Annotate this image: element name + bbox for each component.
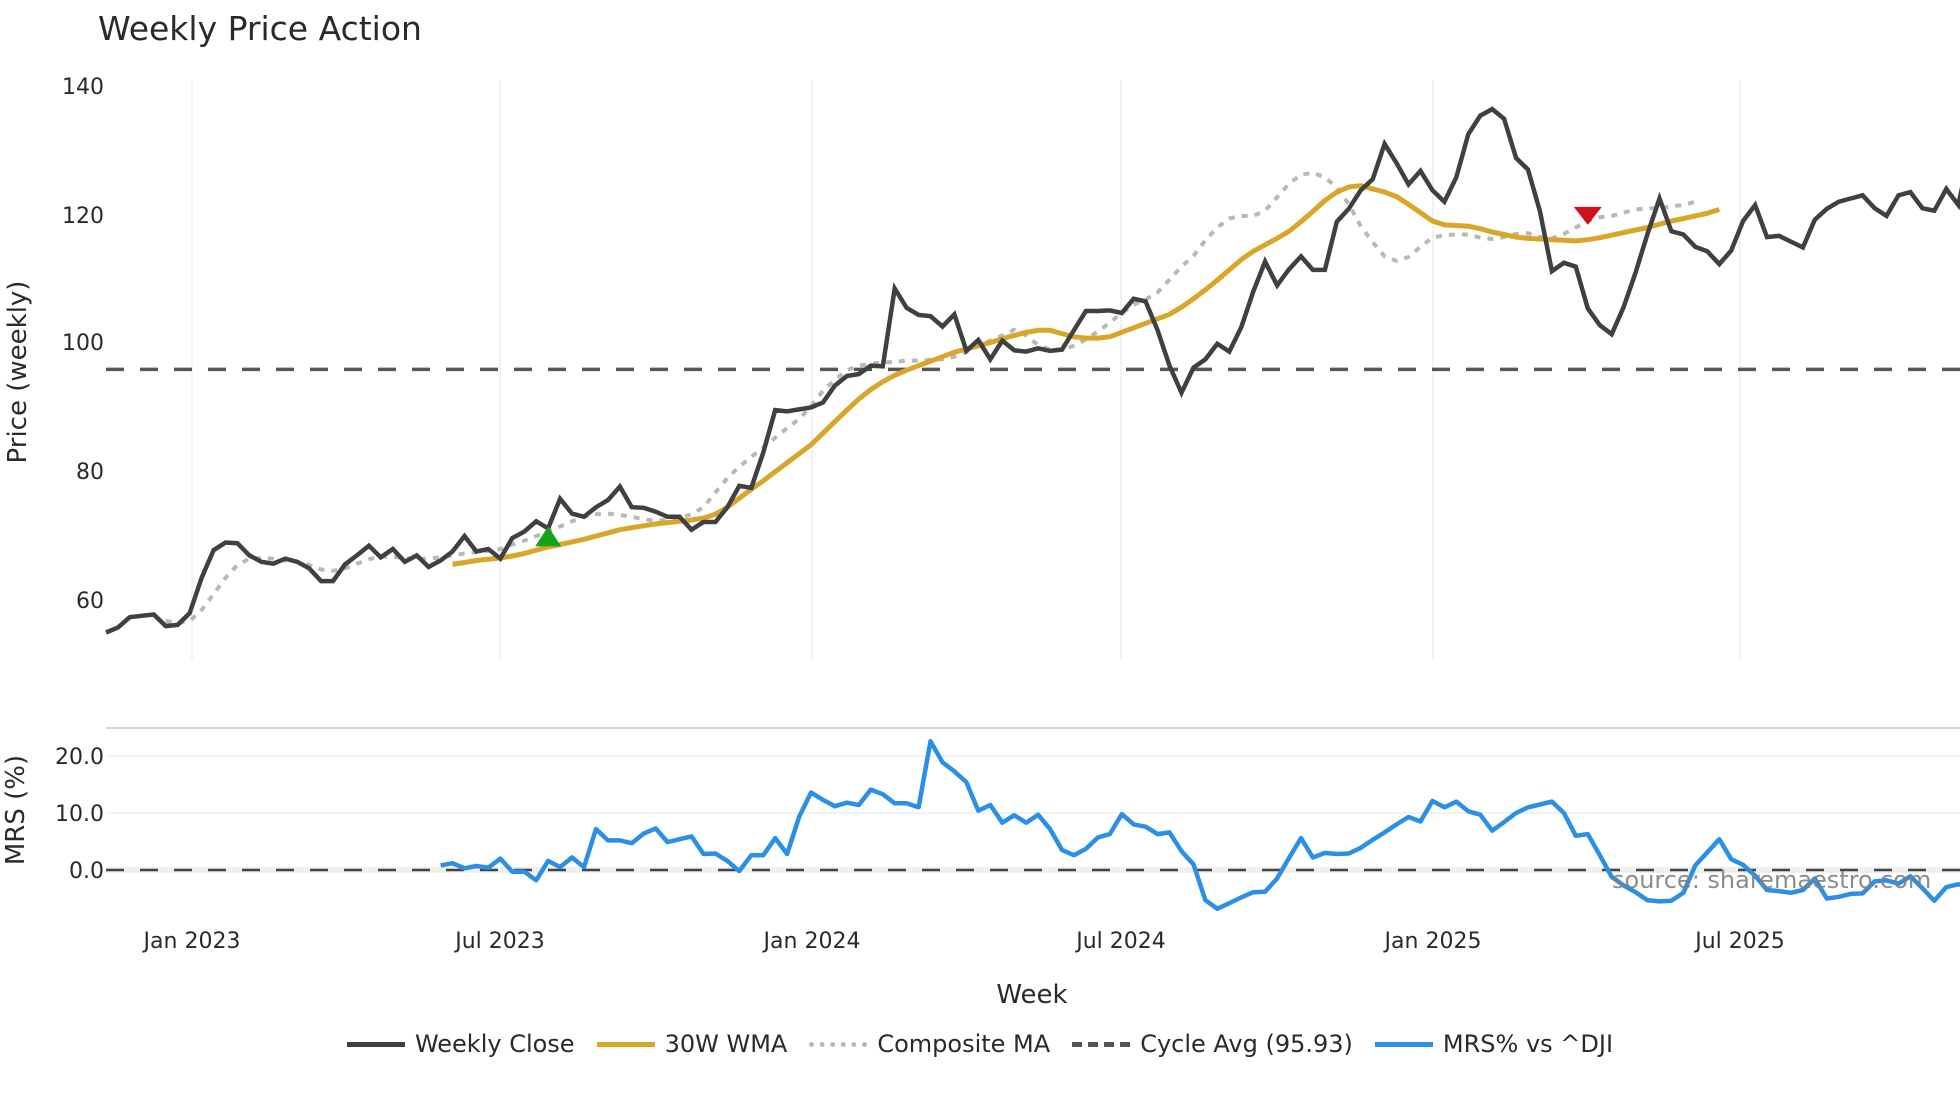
source-annotation: source: sharemaestro.com bbox=[1612, 866, 1932, 894]
legend-item-30w-wma[interactable]: 30W WMA bbox=[596, 1030, 788, 1058]
legend-label: Composite MA bbox=[877, 1030, 1051, 1058]
buy-signal-triangle-icon bbox=[535, 526, 562, 547]
mrs-y-axis-label: MRS (%) bbox=[1, 755, 31, 865]
x-tick-jan-2024: Jan 2024 bbox=[762, 929, 861, 954]
chart-title: Weekly Price Action bbox=[98, 9, 422, 48]
legend-label: Cycle Avg (95.93) bbox=[1140, 1030, 1353, 1058]
sell-signal-triangle-icon bbox=[1573, 206, 1602, 225]
signal-markers bbox=[535, 206, 1602, 547]
x-tick-jan-2025: Jan 2025 bbox=[1383, 929, 1482, 954]
x-tick-jul-2023: Jul 2023 bbox=[453, 929, 545, 954]
mrs-tick-20: 20.0 bbox=[55, 745, 104, 770]
x-tick-jan-2023: Jan 2023 bbox=[142, 929, 241, 954]
legend-swatch-30w-wma bbox=[596, 1041, 655, 1047]
wma-30w-line bbox=[452, 183, 1721, 567]
legend: Weekly Close 30W WMA Composite MA Cycle … bbox=[0, 1030, 1960, 1058]
legend-swatch-weekly-close bbox=[346, 1041, 405, 1047]
legend-label: MRS% vs ^DJI bbox=[1442, 1030, 1614, 1058]
mrs-tick-0: 0.0 bbox=[69, 859, 104, 884]
mrs-tick-10: 10.0 bbox=[55, 802, 104, 827]
legend-swatch-composite-ma bbox=[809, 1041, 868, 1047]
mrs-line bbox=[440, 738, 1960, 912]
mrs-y-ticks: 20.0 10.0 0.0 bbox=[55, 745, 104, 884]
price-tick-80: 80 bbox=[76, 460, 104, 485]
chart-canvas: Weekly Price Action 140 120 100 80 60 Pr… bbox=[1, 9, 1960, 1010]
price-tick-120: 120 bbox=[62, 204, 104, 229]
legend-item-cycle-avg[interactable]: Cycle Avg (95.93) bbox=[1072, 1030, 1353, 1058]
legend-label: Weekly Close bbox=[414, 1030, 575, 1058]
legend-swatch-cycle-avg bbox=[1072, 1041, 1131, 1047]
price-tick-140: 140 bbox=[62, 75, 104, 100]
x-axis-label: Week bbox=[996, 980, 1067, 1010]
x-axis-ticks: Jan 2023 Jul 2023 Jan 2024 Jul 2024 Jan … bbox=[142, 929, 1785, 954]
x-tick-jul-2024: Jul 2024 bbox=[1074, 929, 1166, 954]
x-tick-jul-2025: Jul 2025 bbox=[1693, 929, 1785, 954]
legend-swatch-mrs bbox=[1374, 1041, 1433, 1047]
price-y-axis-label: Price (weekly) bbox=[3, 281, 33, 464]
price-tick-60: 60 bbox=[76, 589, 104, 614]
weekly-close-line bbox=[105, 106, 1960, 635]
legend-item-weekly-close[interactable]: Weekly Close bbox=[346, 1030, 575, 1058]
mrs-gridlines bbox=[106, 727, 1960, 814]
price-tick-100: 100 bbox=[62, 331, 104, 356]
legend-item-mrs[interactable]: MRS% vs ^DJI bbox=[1374, 1030, 1614, 1058]
legend-label: 30W WMA bbox=[664, 1030, 788, 1058]
legend-item-composite-ma[interactable]: Composite MA bbox=[809, 1030, 1050, 1058]
composite-ma-line bbox=[165, 170, 1696, 625]
price-y-ticks: 140 120 100 80 60 bbox=[62, 75, 104, 614]
